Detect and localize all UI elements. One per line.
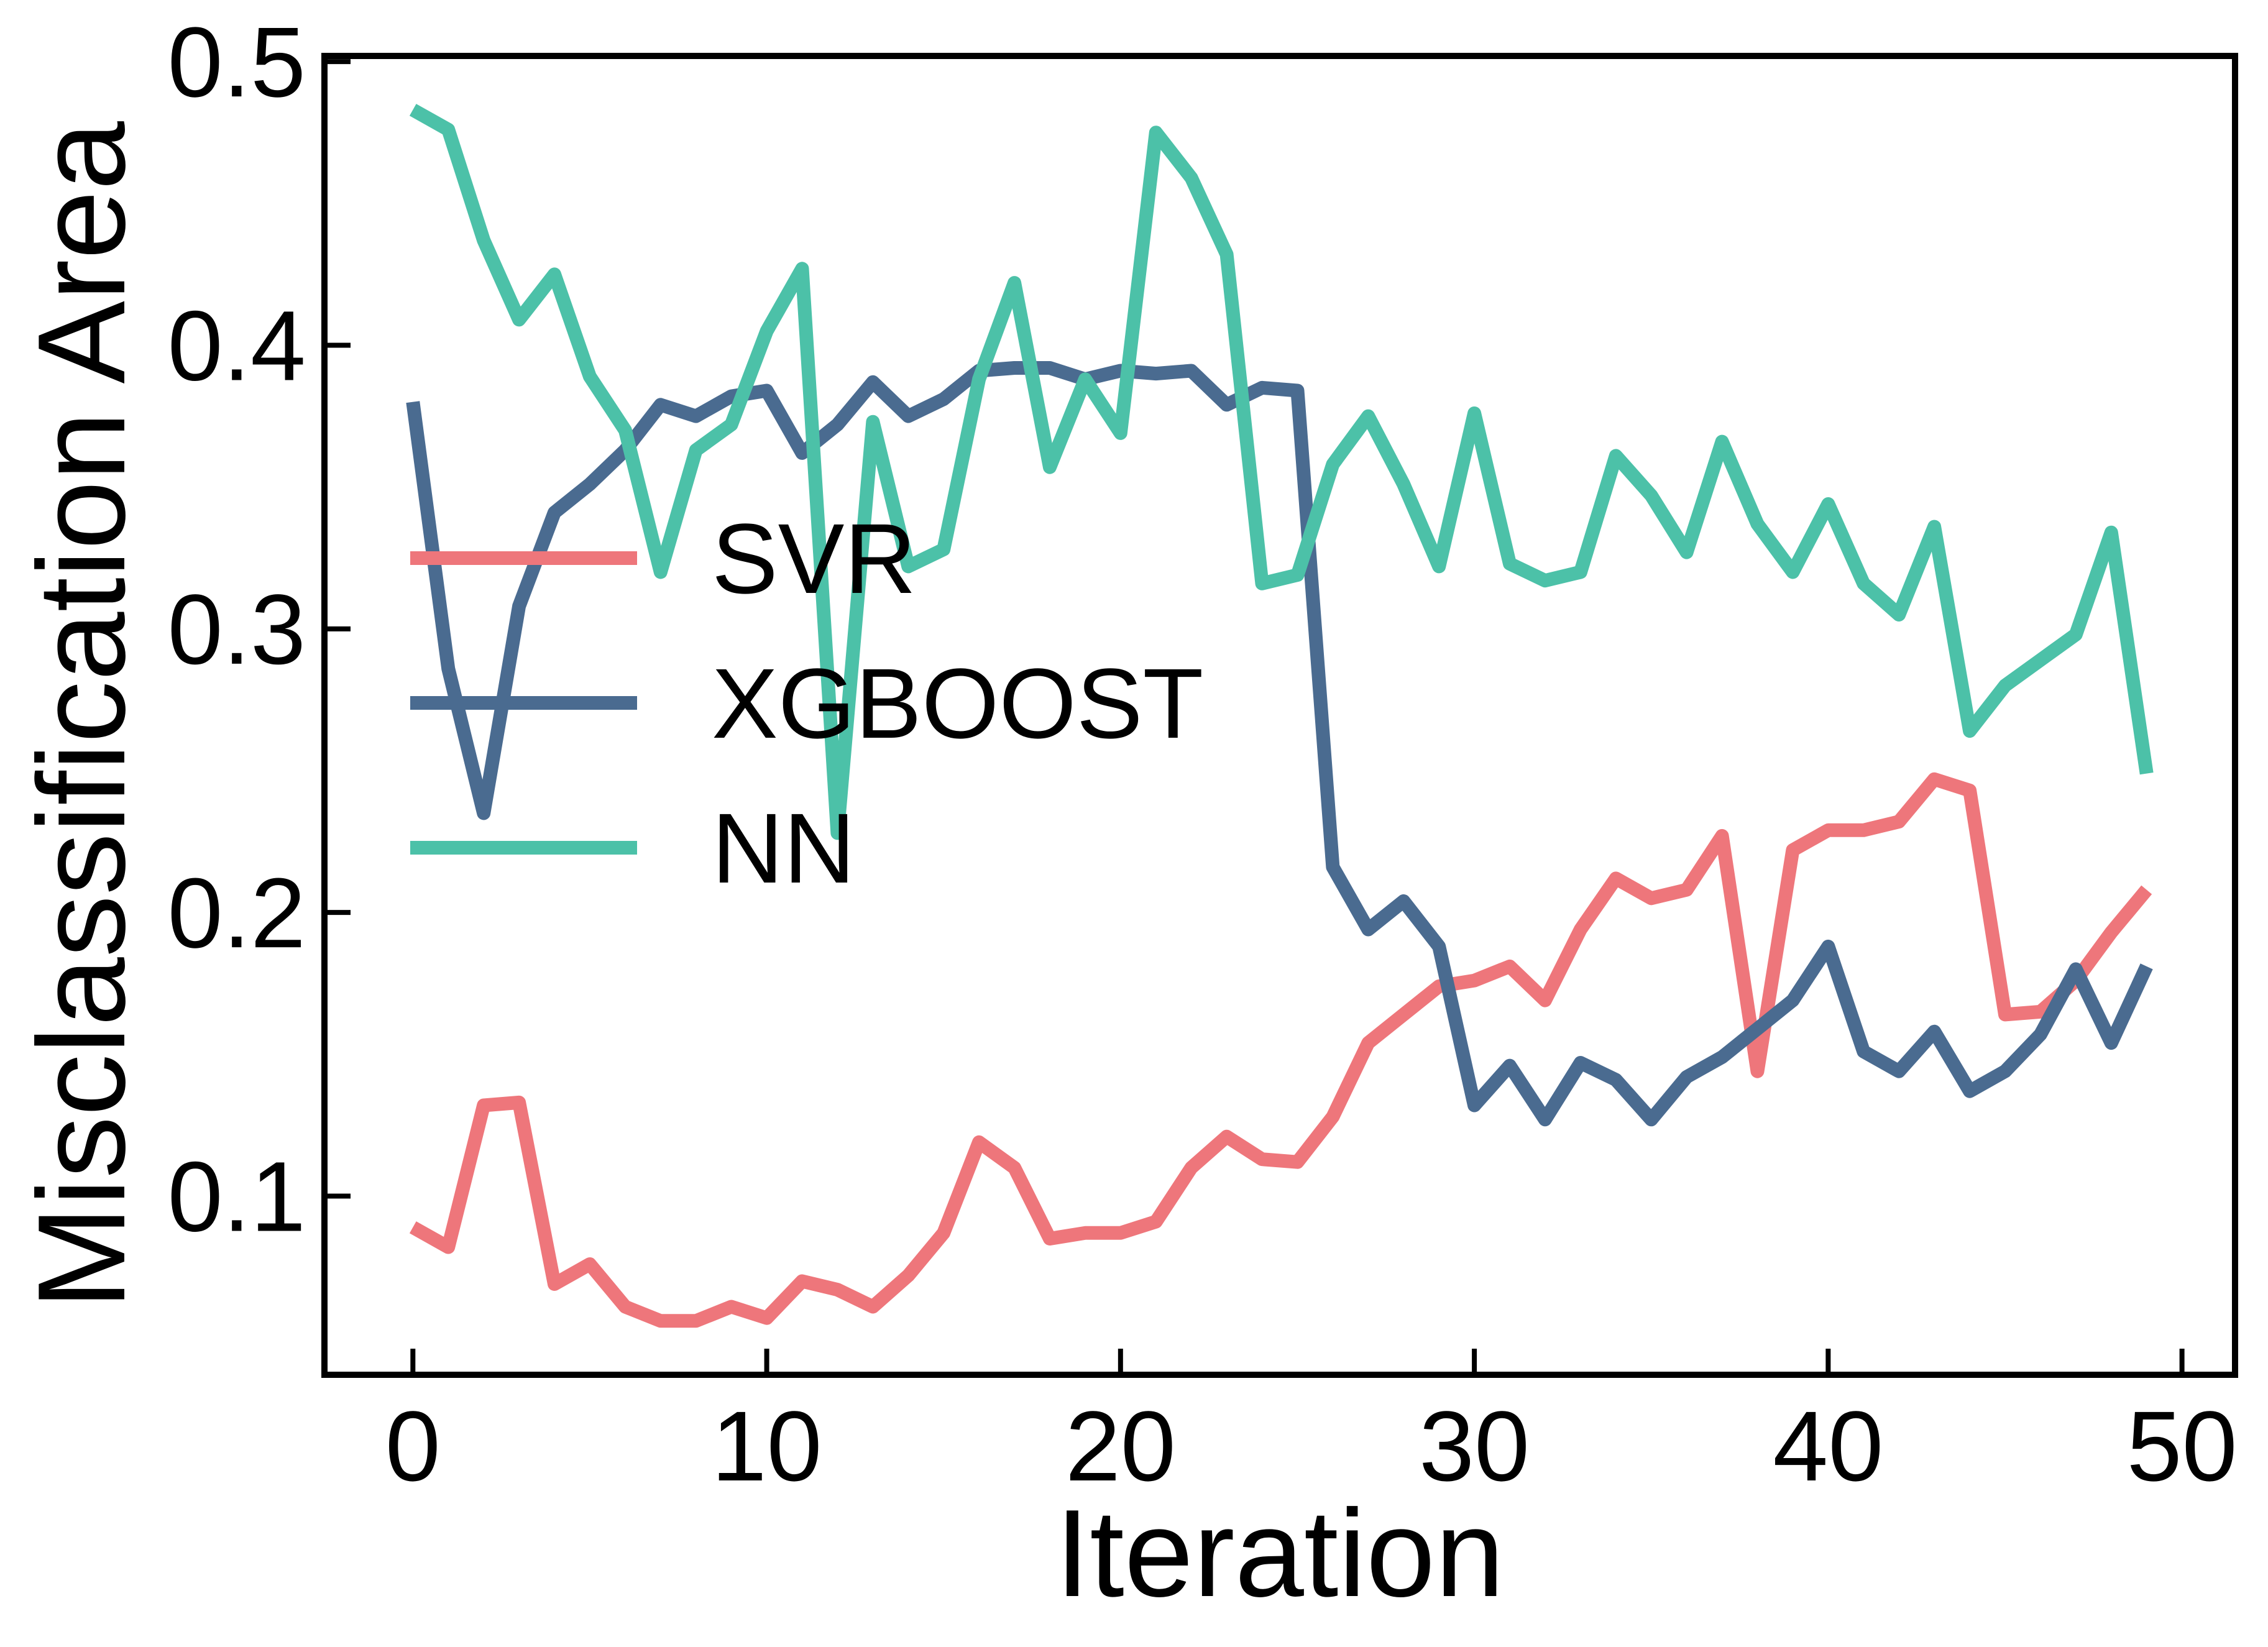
- x-tick-label: 20: [1065, 1390, 1176, 1502]
- legend-label-svr: SVR: [712, 503, 916, 614]
- x-tick-label: 40: [1773, 1390, 1883, 1502]
- series-line-svr: [409, 772, 2152, 1328]
- legend-label-nn: NN: [712, 792, 855, 904]
- series-line-nn: [409, 104, 2154, 840]
- y-tick-label: 0.3: [168, 574, 306, 685]
- legend-label-xgboost: XGBOOST: [712, 648, 1203, 759]
- plot-frame: [321, 53, 2238, 1378]
- y-tick-label: 0.2: [168, 857, 306, 968]
- x-tick-label: 30: [1419, 1390, 1530, 1502]
- x-tick-label: 50: [2127, 1390, 2238, 1502]
- y-tick-label: 0.5: [168, 6, 306, 117]
- x-axis-title: Iteration: [1055, 1484, 1505, 1623]
- series-line-xgboost: [406, 361, 2153, 1127]
- y-tick-label: 0.4: [168, 290, 306, 401]
- y-tick-label: 0.1: [168, 1141, 306, 1252]
- series-layer: [406, 104, 2154, 1328]
- x-tick-label: 10: [712, 1390, 822, 1502]
- x-tick-label: 0: [385, 1390, 441, 1502]
- ticks-layer: 0 10 20 30 40 50 0.1 0.2 0.3 0.4 0.5: [168, 6, 2238, 1502]
- y-axis-title: Misclassification Area: [12, 121, 151, 1310]
- legend: SVR XGBOOST NN: [410, 503, 1203, 904]
